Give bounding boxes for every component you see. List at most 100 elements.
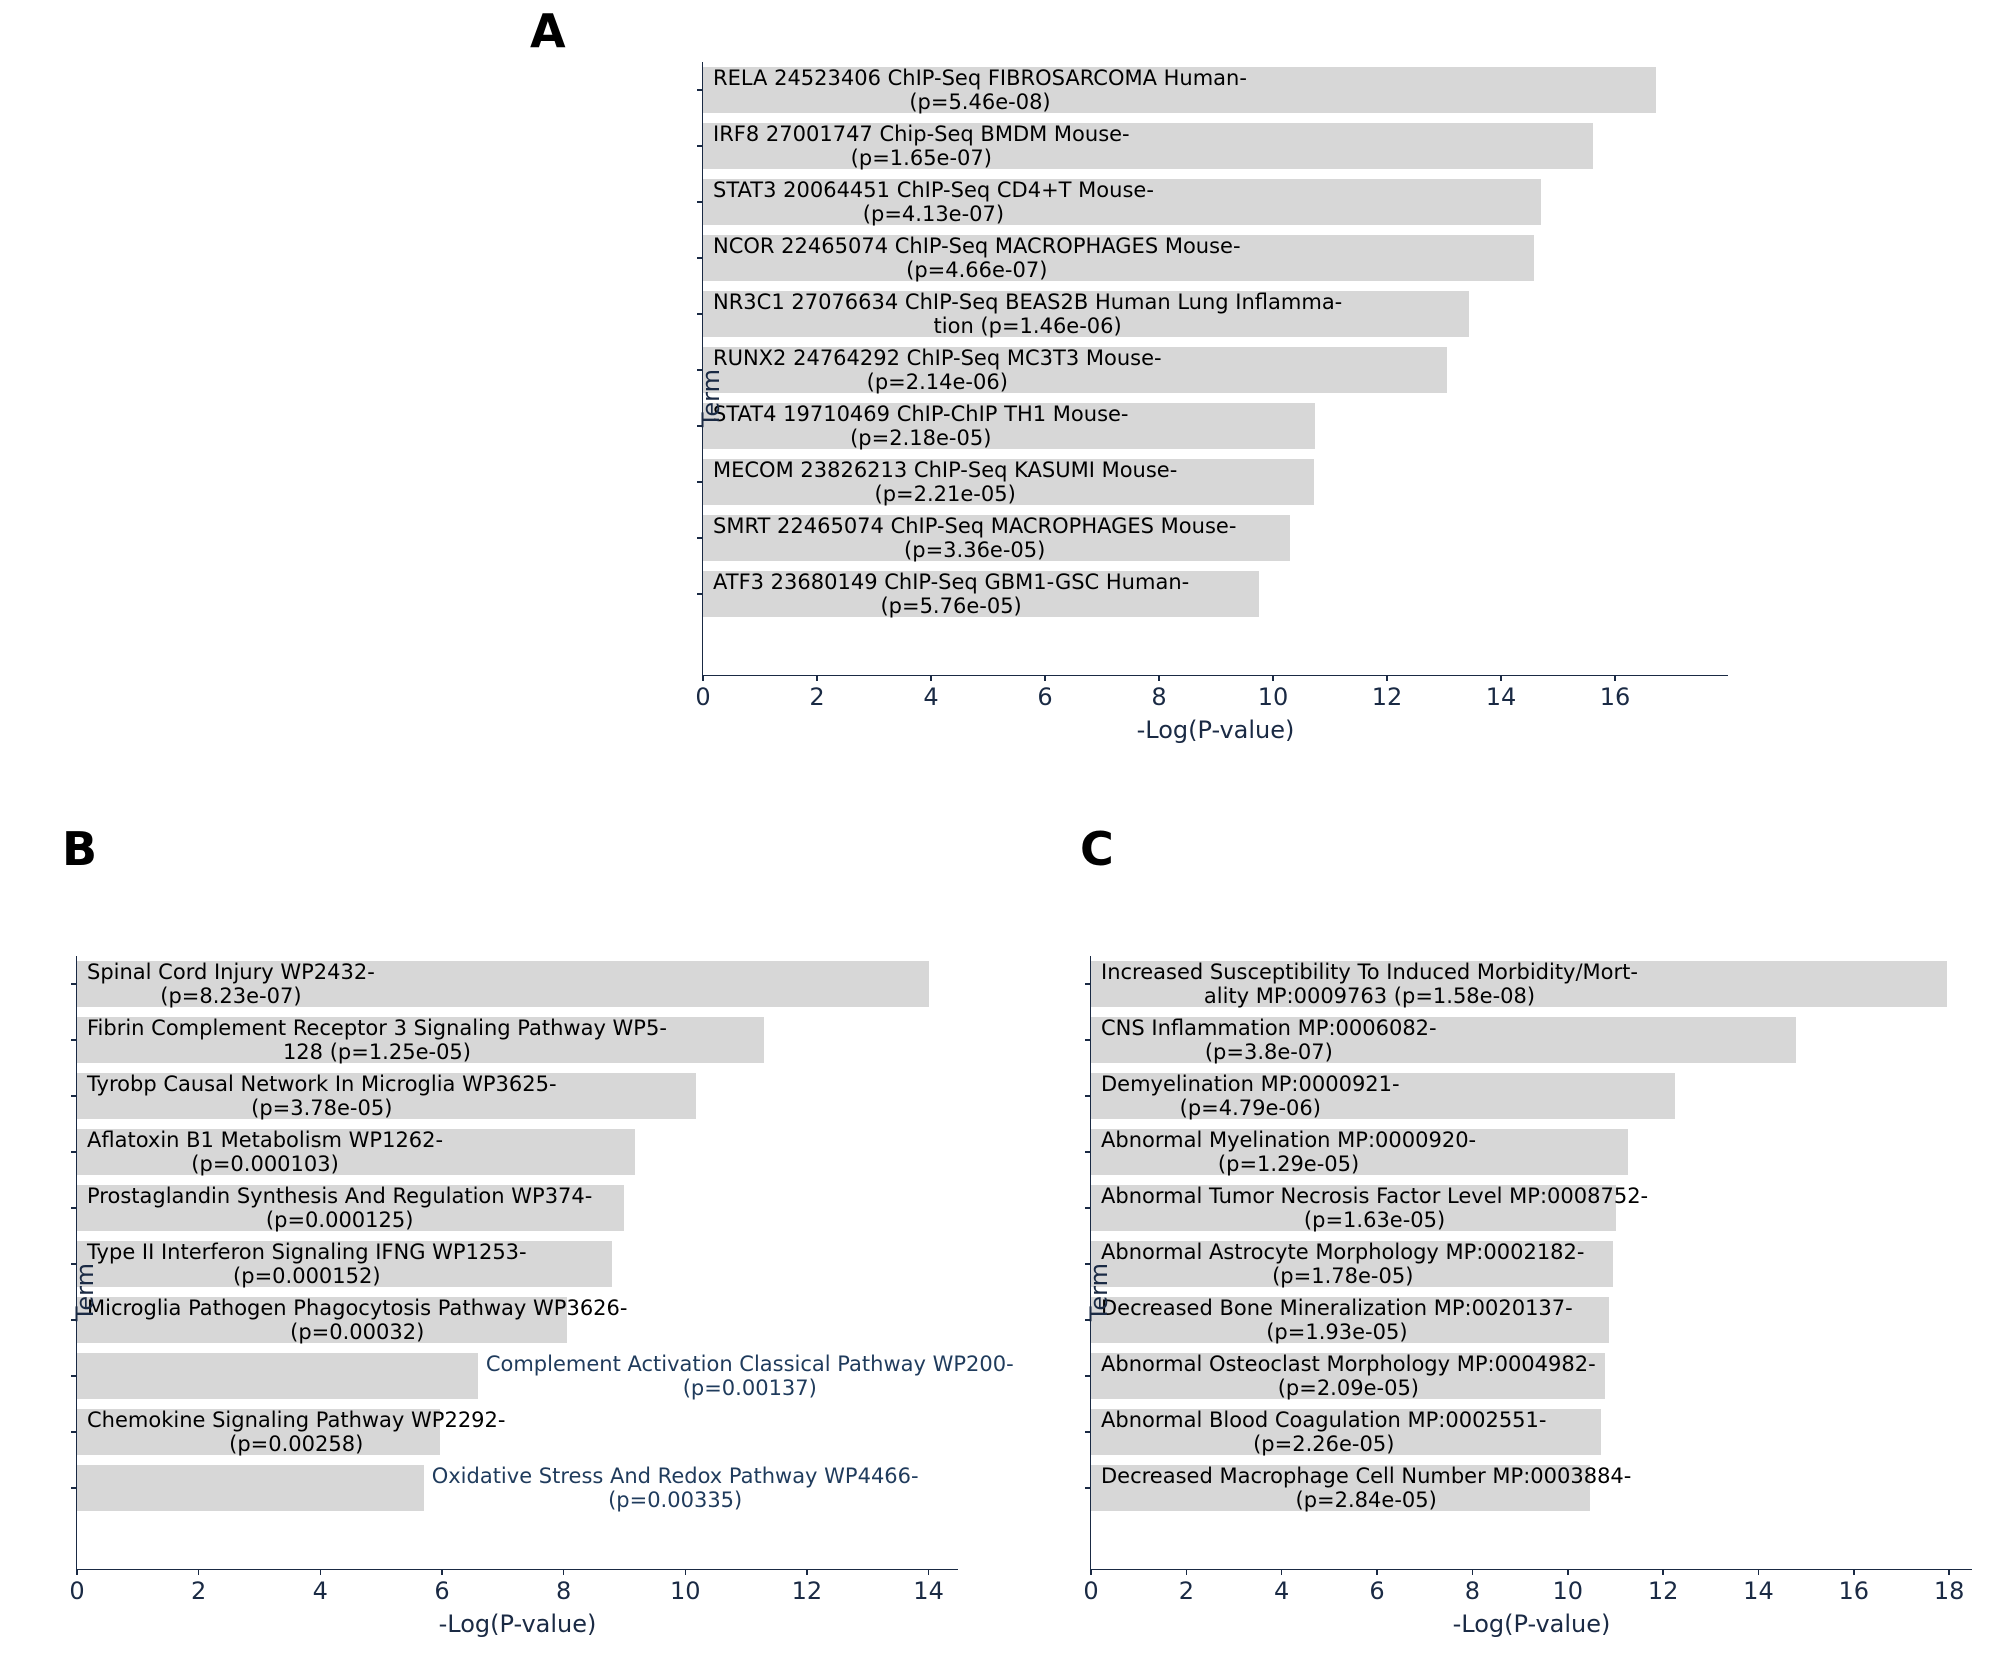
y-tick — [1085, 1039, 1091, 1041]
y-axis-label: Term — [1085, 1263, 1113, 1321]
y-tick — [71, 1487, 77, 1489]
bar — [77, 1465, 424, 1511]
y-tick — [71, 1431, 77, 1433]
y-tick — [71, 1039, 77, 1041]
x-tick-label: 0 — [69, 1569, 84, 1605]
x-tick-label: 8 — [556, 1569, 571, 1605]
x-tick-label: 8 — [1465, 1569, 1480, 1605]
bar — [1091, 1297, 1609, 1343]
bar — [1091, 961, 1947, 1007]
y-tick — [71, 1151, 77, 1153]
y-tick — [1085, 983, 1091, 985]
bar-label-line2: (p=0.00137) — [486, 1376, 1014, 1400]
y-tick — [71, 983, 77, 985]
bar-label-line2: (p=0.00335) — [432, 1488, 919, 1512]
bar — [703, 571, 1259, 617]
x-tick-label: 10 — [1552, 1569, 1583, 1605]
panel-letter-c: C — [1080, 822, 1114, 876]
bar — [1091, 1353, 1605, 1399]
bar-label-line1: Oxidative Stress And Redox Pathway WP446… — [432, 1464, 919, 1488]
y-axis-label: Term — [697, 369, 725, 427]
x-tick-label: 16 — [1839, 1569, 1870, 1605]
x-tick-label: 4 — [1274, 1569, 1289, 1605]
y-axis-label: Term — [71, 1263, 99, 1321]
bar — [77, 1297, 567, 1343]
bar — [703, 235, 1534, 281]
bar — [1091, 1185, 1616, 1231]
bar — [77, 961, 929, 1007]
y-tick — [1085, 1375, 1091, 1377]
y-tick — [1085, 1431, 1091, 1433]
bar — [1091, 1073, 1675, 1119]
bar — [1091, 1241, 1613, 1287]
y-tick — [1085, 1207, 1091, 1209]
bar — [77, 1073, 696, 1119]
x-tick-label: 10 — [670, 1569, 701, 1605]
bar — [703, 403, 1315, 449]
x-tick-label: 12 — [792, 1569, 823, 1605]
x-tick-label: 10 — [1258, 675, 1289, 711]
x-axis-label: -Log(P-value) — [439, 1610, 597, 1638]
x-tick-label: 8 — [1151, 675, 1166, 711]
bar — [703, 291, 1469, 337]
bar — [77, 1129, 635, 1175]
y-tick — [697, 201, 703, 203]
bar — [703, 67, 1656, 113]
x-axis-label: -Log(P-value) — [1453, 1610, 1611, 1638]
x-tick-label: 14 — [913, 1569, 944, 1605]
bar — [1091, 1129, 1628, 1175]
panel-letter-a: A — [530, 4, 566, 58]
bar — [77, 1017, 764, 1063]
x-tick-label: 2 — [809, 675, 824, 711]
bar-label: Complement Activation Classical Pathway … — [486, 1352, 1014, 1400]
y-tick — [71, 1095, 77, 1097]
bar-label-line1: Complement Activation Classical Pathway … — [486, 1352, 1014, 1376]
y-tick — [697, 593, 703, 595]
plot-area-a: RELA 24523406 ChIP-Seq FIBROSARCOMA Huma… — [702, 62, 1728, 676]
plot-area-c: Increased Susceptibility To Induced Morb… — [1090, 956, 1972, 1570]
x-tick-label: 2 — [1179, 1569, 1194, 1605]
x-axis-label: -Log(P-value) — [1137, 716, 1295, 744]
bar — [703, 347, 1447, 393]
x-tick-label: 12 — [1372, 675, 1403, 711]
bar-label: Oxidative Stress And Redox Pathway WP446… — [432, 1464, 919, 1512]
bar — [77, 1185, 624, 1231]
y-tick — [71, 1207, 77, 1209]
y-tick — [697, 145, 703, 147]
x-tick-label: 6 — [434, 1569, 449, 1605]
y-tick — [697, 313, 703, 315]
x-tick-label: 16 — [1600, 675, 1631, 711]
bar — [703, 459, 1314, 505]
bar — [703, 179, 1541, 225]
bar — [1091, 1017, 1796, 1063]
bar — [1091, 1409, 1601, 1455]
bar — [703, 515, 1290, 561]
bar — [77, 1241, 612, 1287]
y-tick — [697, 537, 703, 539]
y-tick — [697, 257, 703, 259]
panel-letter-b: B — [62, 822, 97, 876]
bar — [703, 123, 1593, 169]
x-tick-label: 6 — [1369, 1569, 1384, 1605]
y-tick — [71, 1375, 77, 1377]
x-tick-label: 14 — [1486, 675, 1517, 711]
plot-area-b: Spinal Cord Injury WP2432-(p=8.23e-07)Fi… — [76, 956, 958, 1570]
y-tick — [1085, 1487, 1091, 1489]
bar — [77, 1353, 478, 1399]
x-tick-label: 18 — [1934, 1569, 1965, 1605]
figure: A RELA 24523406 ChIP-Seq FIBROSARCOMA Hum… — [0, 0, 2016, 1664]
y-tick — [697, 481, 703, 483]
y-tick — [697, 89, 703, 91]
x-tick-label: 4 — [923, 675, 938, 711]
x-tick-label: 14 — [1743, 1569, 1774, 1605]
bar — [77, 1409, 440, 1455]
x-tick-label: 0 — [1083, 1569, 1098, 1605]
y-tick — [1085, 1095, 1091, 1097]
x-tick-label: 4 — [313, 1569, 328, 1605]
x-tick-label: 6 — [1037, 675, 1052, 711]
x-tick-label: 2 — [191, 1569, 206, 1605]
y-tick — [1085, 1151, 1091, 1153]
bar — [1091, 1465, 1590, 1511]
x-tick-label: 12 — [1648, 1569, 1679, 1605]
x-tick-label: 0 — [695, 675, 710, 711]
